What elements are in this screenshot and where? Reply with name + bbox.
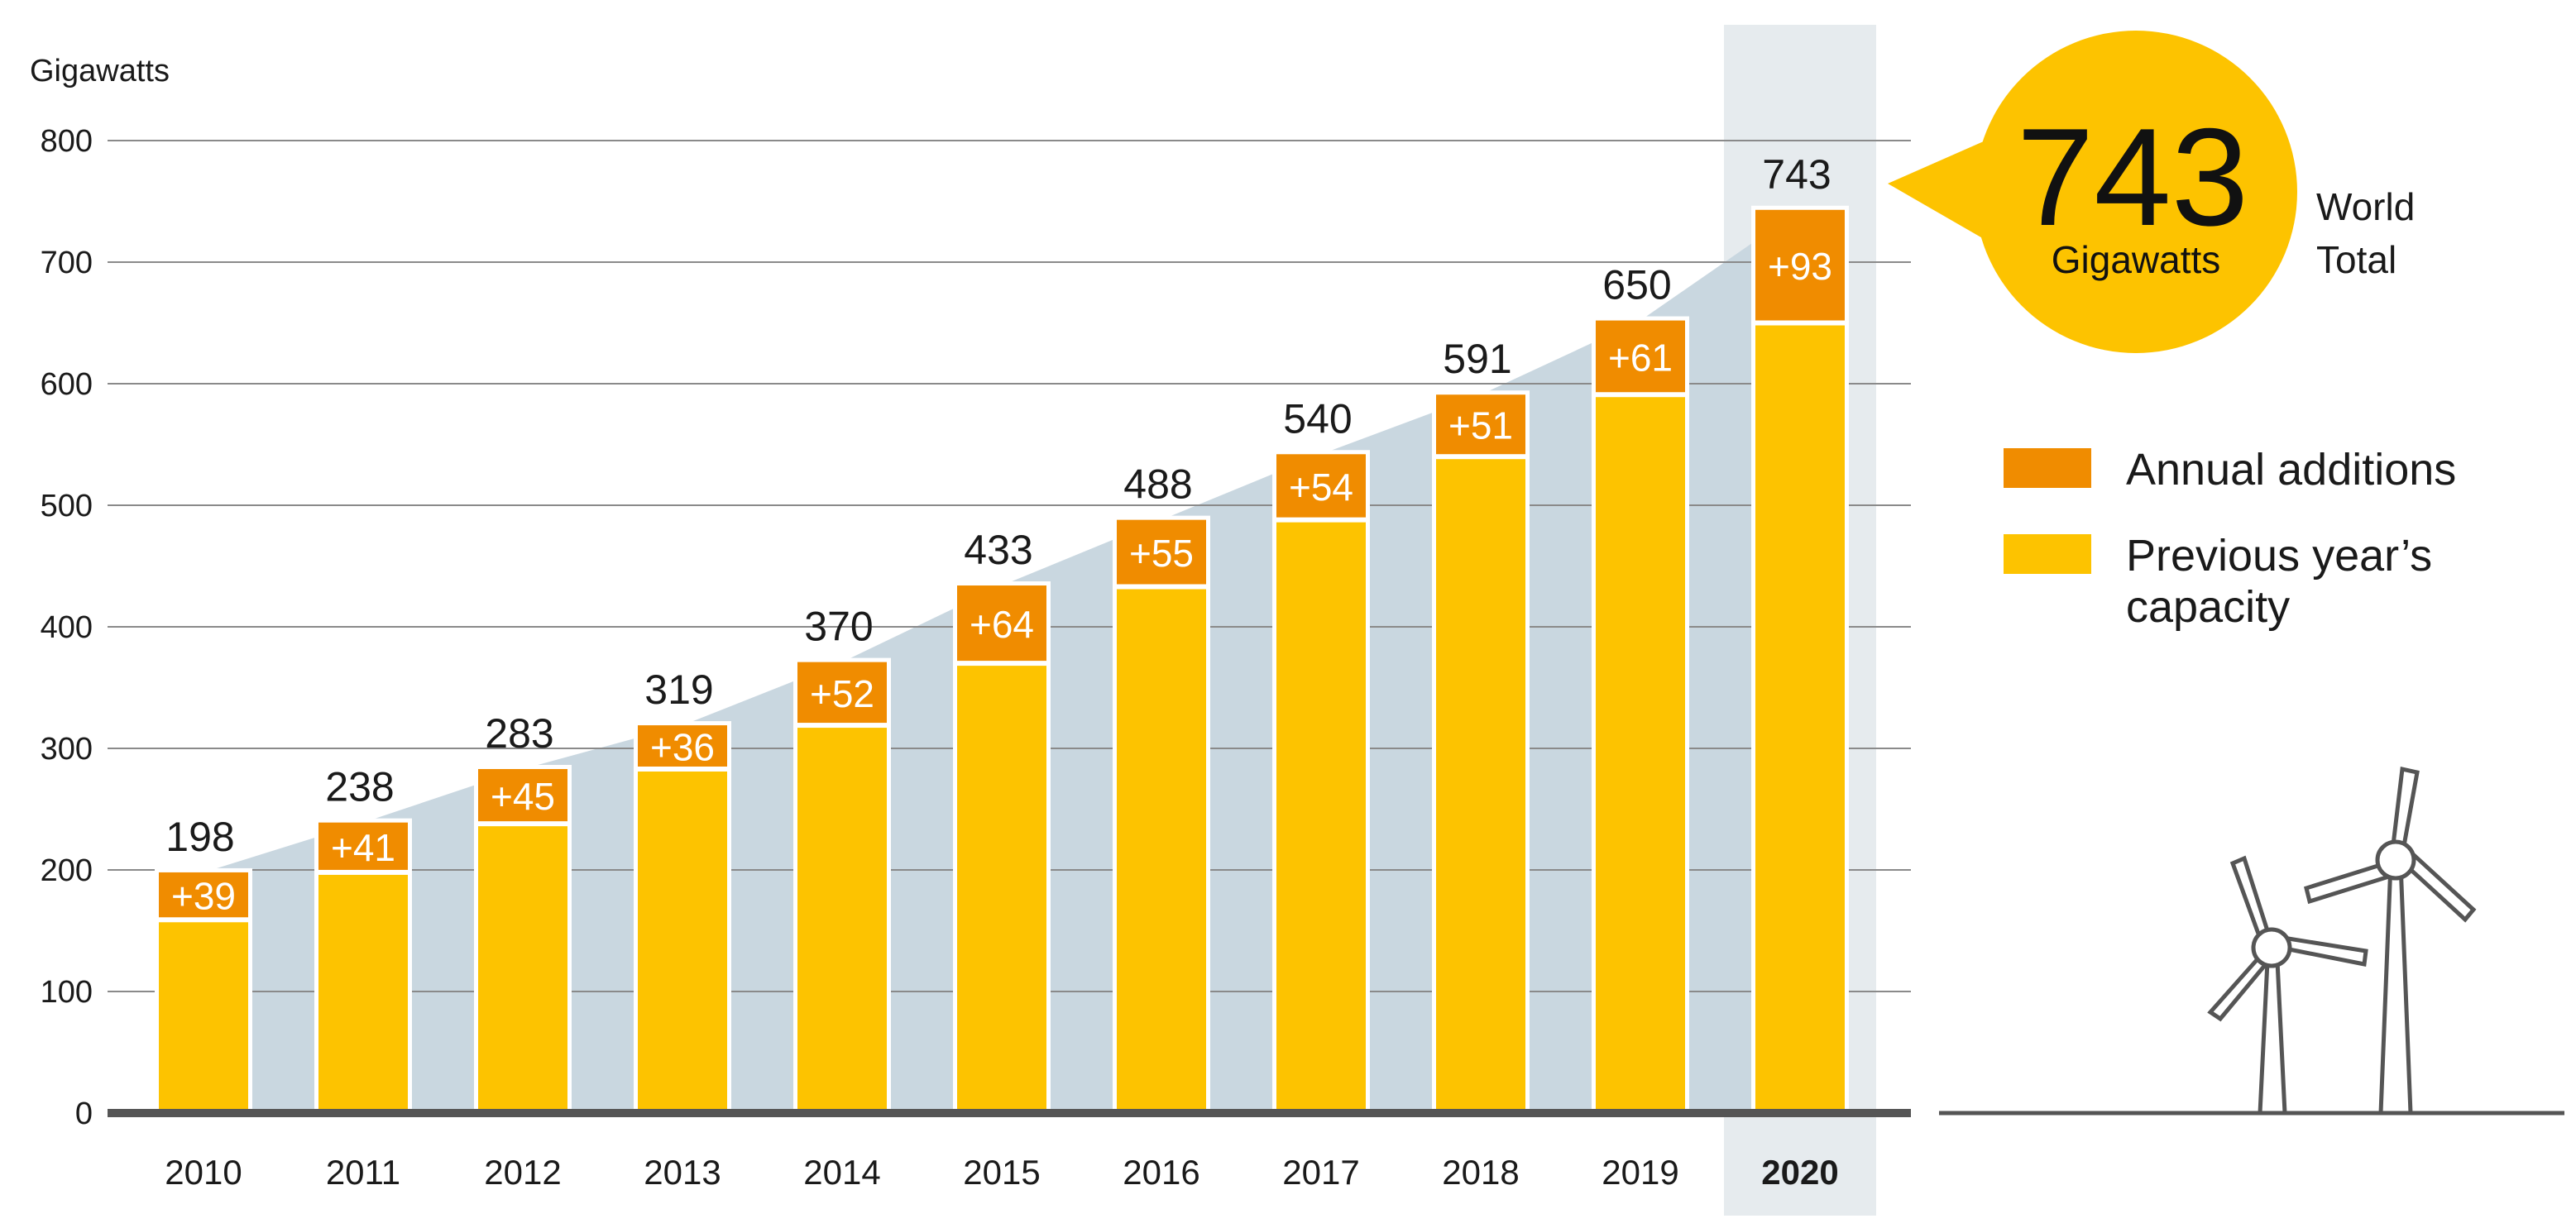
callout-unit: Gigawatts	[2052, 238, 2221, 281]
x-tick-label-2010: 2010	[165, 1153, 242, 1192]
y-tick-label-800: 800	[41, 124, 93, 159]
callout-value: 743	[2017, 99, 2248, 255]
total-label-2019: 650	[1602, 262, 1671, 308]
addition-label-2010: +39	[171, 875, 236, 918]
addition-label-2014: +52	[810, 672, 874, 715]
bar-previous-2010	[159, 922, 248, 1113]
y-tick-label-200: 200	[41, 853, 93, 888]
total-label-2015: 433	[964, 527, 1032, 573]
addition-label-2016: +55	[1129, 532, 1194, 575]
bar-addition-2018	[1436, 394, 1525, 455]
addition-label-2015: +64	[970, 603, 1034, 646]
bar-addition-2010	[159, 872, 248, 918]
legend-swatch-previous-capacity	[2004, 534, 2091, 574]
x-tick-label-2011: 2011	[326, 1153, 400, 1192]
bar-addition-2015	[957, 585, 1046, 662]
wind-turbine-large-icon	[2304, 766, 2477, 1116]
x-tick-label-2015: 2015	[963, 1153, 1040, 1192]
x-tick-label-2019: 2019	[1602, 1153, 1678, 1192]
legend-label-previous-line1: Previous year’s	[2126, 531, 2432, 581]
legend-swatch-annual-additions	[2004, 448, 2091, 488]
y-tick-label-700: 700	[41, 246, 93, 280]
total-label-2014: 370	[804, 604, 873, 650]
y-tick-label-300: 300	[41, 732, 93, 767]
x-tick-label-2014: 2014	[803, 1153, 880, 1192]
legend-label-annual-additions: Annual additions	[2126, 445, 2456, 495]
addition-label-2019: +61	[1608, 336, 1673, 379]
y-tick-label-600: 600	[41, 367, 93, 402]
callout-circle	[1975, 31, 2297, 353]
bar-addition-2014	[797, 662, 887, 724]
total-label-2017: 540	[1283, 395, 1352, 442]
total-label-2020: 743	[1762, 151, 1831, 198]
bar-addition-2016	[1117, 519, 1206, 585]
bar-previous-2016	[1117, 589, 1206, 1113]
y-tick-label-100: 100	[41, 975, 93, 1010]
y-tick-label-0: 0	[75, 1097, 93, 1131]
addition-label-2020: +93	[1768, 245, 1832, 288]
bar-addition-2017	[1276, 454, 1366, 518]
bar-previous-2011	[318, 874, 408, 1113]
bar-previous-2018	[1436, 459, 1525, 1113]
bar-previous-2020	[1755, 325, 1845, 1113]
bar-addition-2013	[638, 725, 727, 767]
bar-previous-2013	[638, 771, 727, 1113]
addition-label-2018: +51	[1448, 404, 1513, 447]
x-tick-label-2017: 2017	[1282, 1153, 1359, 1192]
world-total-callout: 743 Gigawatts World Total	[1888, 31, 2415, 353]
bar-addition-2020	[1755, 209, 1845, 321]
total-label-2016: 488	[1123, 461, 1192, 508]
y-tick-label-500: 500	[41, 489, 93, 523]
bar-previous-2014	[797, 728, 887, 1113]
y-axis-unit-label: Gigawatts	[30, 54, 170, 88]
bar-previous-2012	[478, 826, 567, 1113]
x-tick-label-2018: 2018	[1442, 1153, 1519, 1192]
callout-side-line1: World	[2316, 185, 2415, 228]
addition-label-2017: +54	[1289, 466, 1353, 509]
bar-addition-2019	[1596, 320, 1685, 393]
legend-label-previous-line2: capacity	[2126, 582, 2290, 632]
legend: Annual additions Previous year’s capacit…	[2004, 445, 2456, 632]
x-tick-label-2012: 2012	[484, 1153, 561, 1192]
addition-label-2011: +41	[331, 826, 395, 869]
x-tick-label-2020: 2020	[1761, 1153, 1838, 1192]
bar-previous-2015	[957, 666, 1046, 1113]
total-label-2010: 198	[165, 814, 234, 860]
addition-label-2012: +45	[491, 775, 555, 818]
callout-side-line2: Total	[2316, 238, 2396, 281]
bar-addition-2012	[478, 768, 567, 822]
bar-addition-2011	[318, 822, 408, 870]
total-label-2012: 283	[485, 710, 553, 757]
total-label-2011: 238	[325, 764, 394, 810]
bar-previous-2017	[1276, 522, 1366, 1113]
addition-label-2013: +36	[650, 726, 715, 769]
x-tick-label-2013: 2013	[644, 1153, 721, 1192]
total-label-2013: 319	[644, 667, 713, 713]
y-tick-label-400: 400	[41, 610, 93, 645]
total-label-2018: 591	[1443, 336, 1511, 382]
callout-pointer	[1888, 141, 1985, 240]
x-tick-label-2016: 2016	[1123, 1153, 1199, 1192]
wind-turbine-small-icon	[2207, 855, 2368, 1116]
bar-previous-2019	[1596, 397, 1685, 1114]
